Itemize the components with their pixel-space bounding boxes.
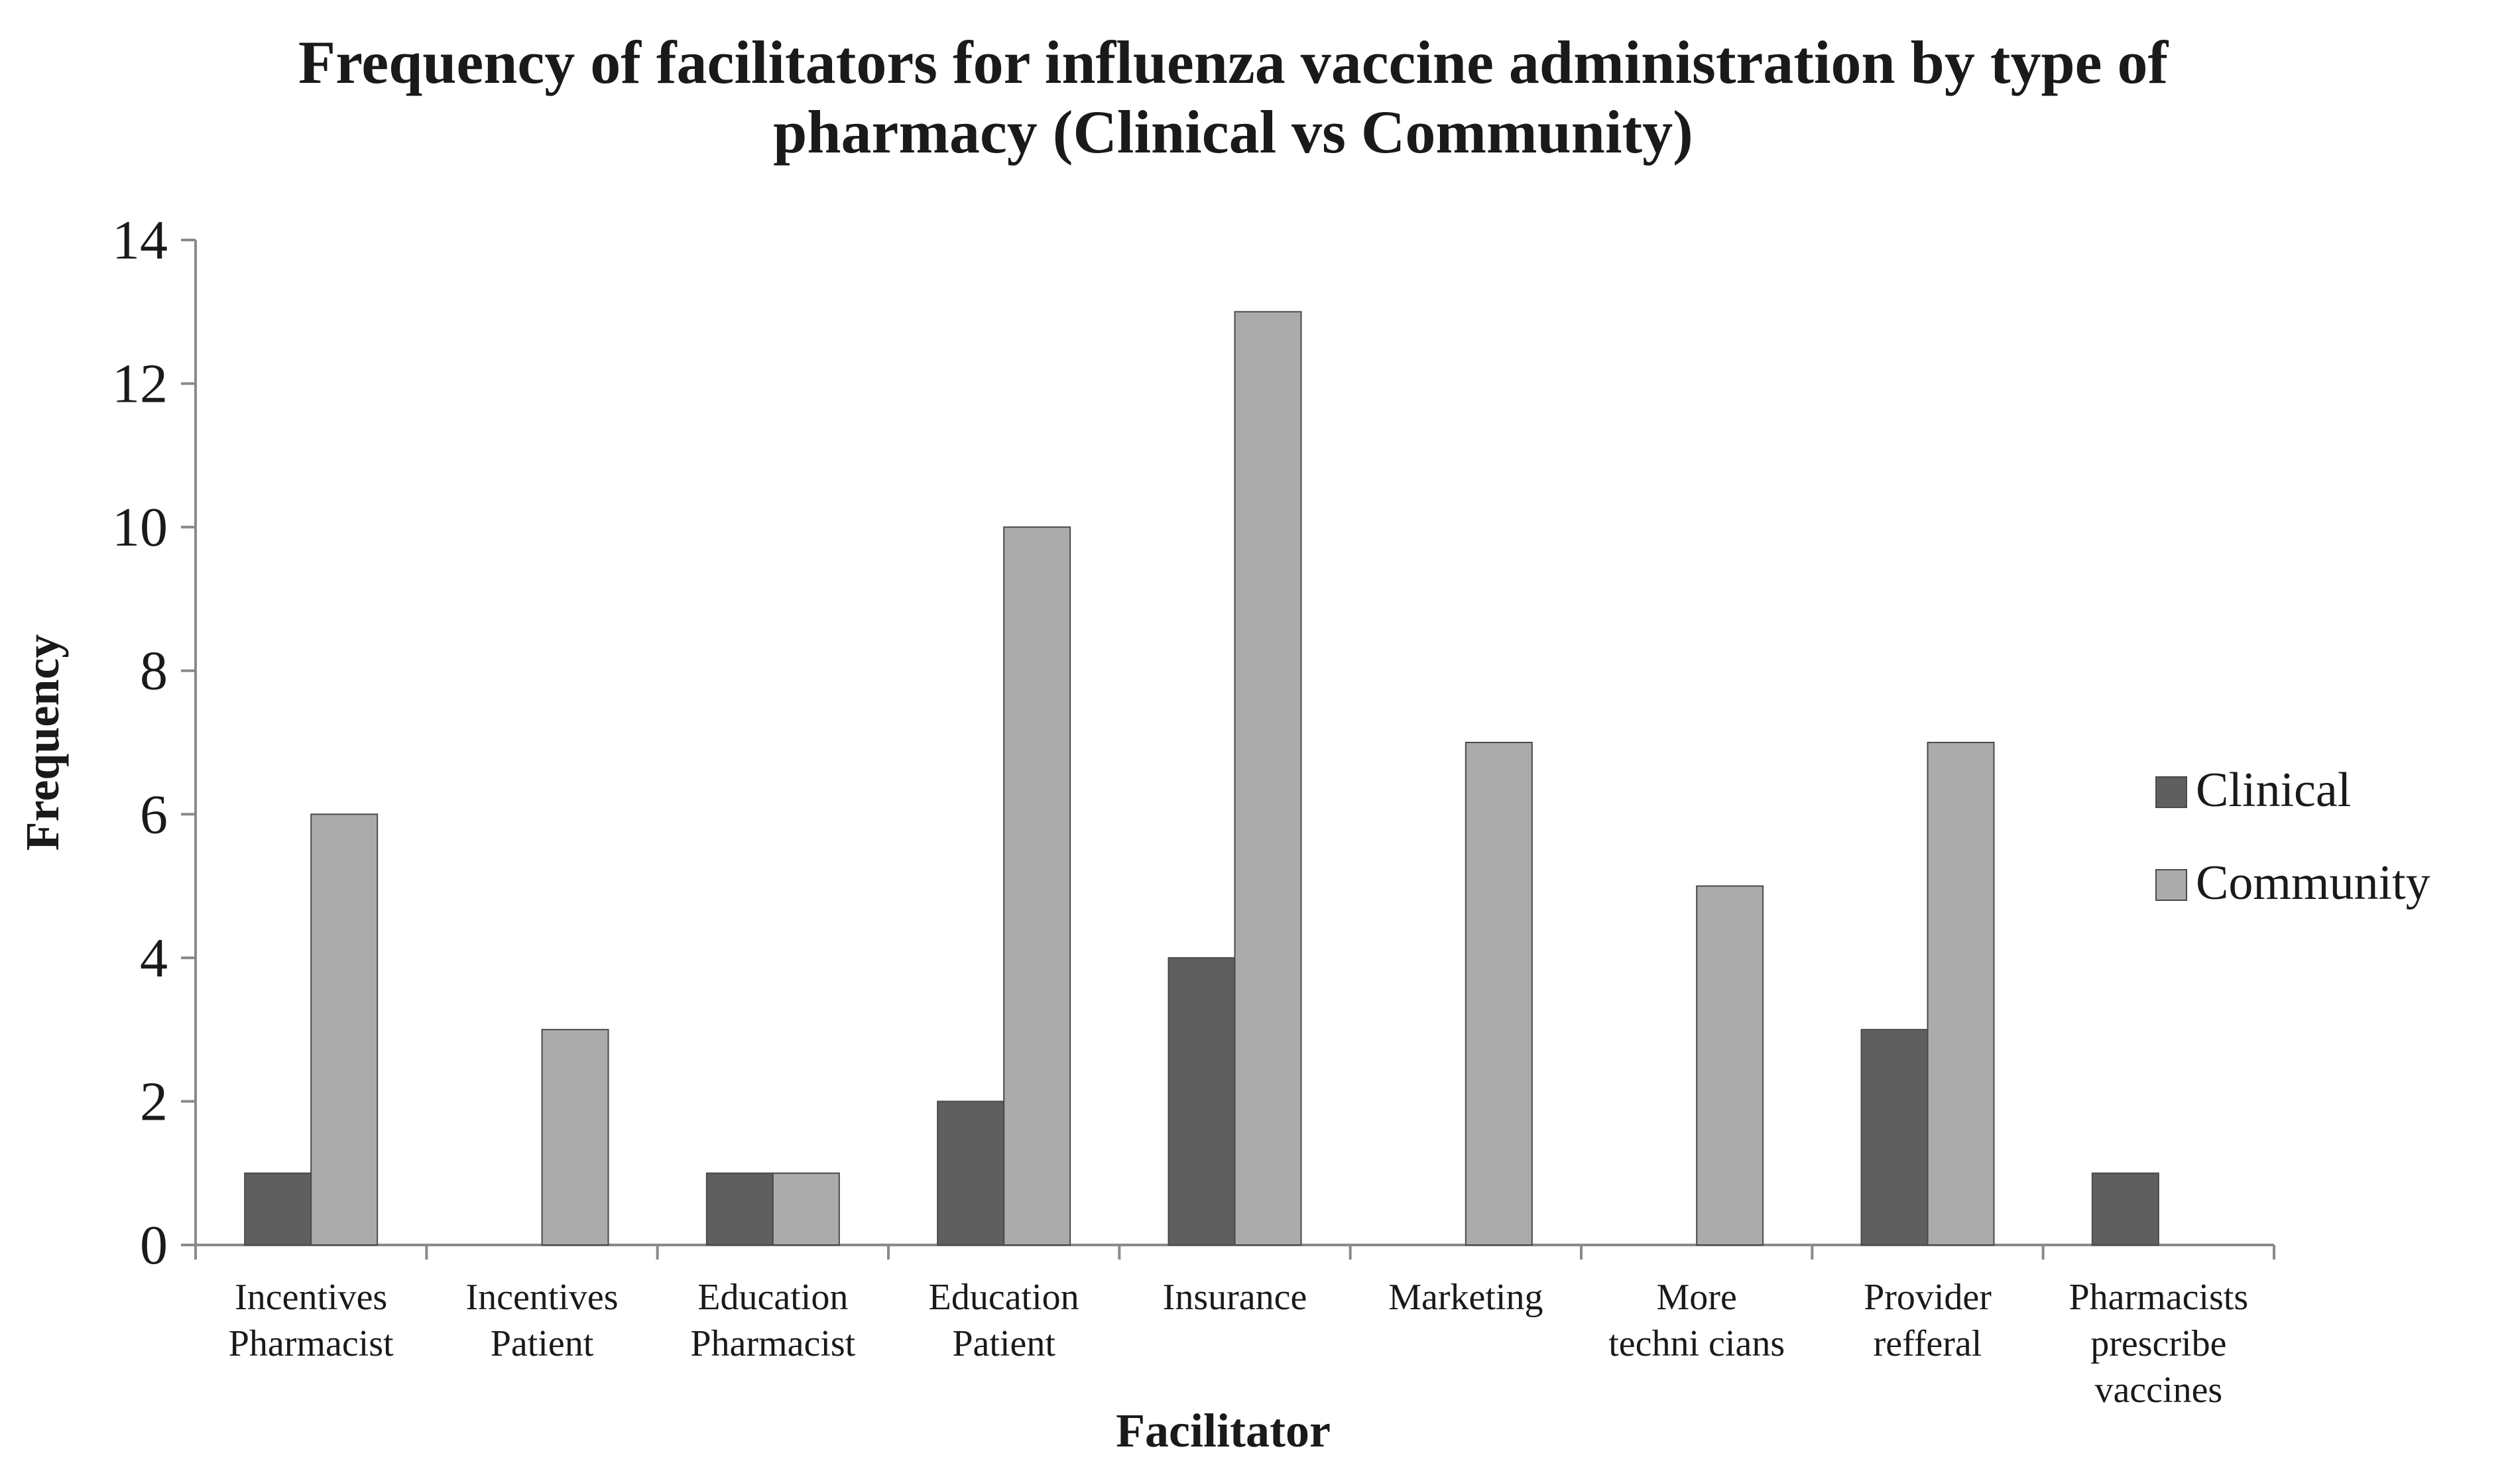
y-tick-label: 6 [140, 784, 168, 845]
bar-community-0 [310, 813, 379, 1246]
bar-community-7 [1927, 742, 1995, 1246]
y-tick-label: 12 [112, 353, 168, 415]
bar-clinical-0 [244, 1172, 312, 1246]
bar-clinical-8 [2091, 1172, 2159, 1246]
legend-label-clinical: Clinical [2196, 763, 2351, 817]
x-tick-label: Incentives [235, 1277, 387, 1318]
x-tick-label: Insurance [1163, 1277, 1307, 1318]
bar-community-1 [541, 1029, 609, 1246]
x-axis-title: Facilitator [1116, 1404, 1331, 1457]
x-axis: Incentives Pharmacist Incentives Patient Edu… [194, 1244, 2275, 1411]
y-axis: 0 2 4 6 8 10 12 14 [112, 209, 197, 1276]
x-tick-label: Incentives [465, 1277, 618, 1318]
x-tick-label: More [1657, 1277, 1737, 1318]
y-axis-title: Frequency [16, 634, 69, 851]
bar-community-5 [1465, 742, 1533, 1246]
bar-clinical-4 [1168, 957, 1236, 1246]
x-tick-label: Marketing [1388, 1277, 1543, 1318]
x-tick-label: Pharmacist [690, 1323, 855, 1364]
x-tick-label: Provider [1864, 1277, 1992, 1318]
x-tick-label: Patient [952, 1323, 1055, 1364]
legend-label-community: Community [2196, 856, 2430, 910]
x-tick-label: Education [929, 1277, 1079, 1318]
y-tick-label: 10 [112, 497, 168, 558]
bar-clinical-3 [937, 1100, 1005, 1246]
y-tick-label: 14 [112, 209, 168, 271]
x-tick-label: prescribe [2090, 1323, 2226, 1364]
x-tick-label: Pharmacist [229, 1323, 394, 1364]
bar-community-3 [1003, 526, 1071, 1246]
bar-clinical-2 [705, 1172, 774, 1246]
y-tick-label: 0 [140, 1214, 168, 1276]
x-tick-label: Pharmacists [2069, 1277, 2249, 1318]
bar-community-4 [1234, 311, 1302, 1246]
y-tick-label: 2 [140, 1071, 168, 1132]
x-tick-label: Education [697, 1277, 848, 1318]
chart-title: Frequency of facilitators for influenza … [298, 29, 2169, 166]
bars [244, 311, 2159, 1246]
legend-swatch-community [2155, 869, 2187, 901]
chart-title-line-1: Frequency of facilitators for influenza … [298, 29, 2169, 96]
x-tick-label: vaccines [2094, 1370, 2222, 1411]
legend: Clinical Community [2155, 763, 2430, 910]
x-tick-label: techni cians [1608, 1323, 1785, 1364]
bar-community-2 [772, 1172, 840, 1246]
x-tick-label: Patient [491, 1323, 594, 1364]
chart-title-line-2: pharmacy (Clinical vs Community) [773, 98, 1693, 166]
y-tick-label: 8 [140, 640, 168, 702]
y-tick-label: 4 [140, 927, 168, 989]
bar-community-6 [1696, 885, 1764, 1246]
legend-swatch-clinical [2155, 776, 2187, 808]
bar-clinical-7 [1860, 1029, 1929, 1246]
x-tick-label: refferal [1874, 1323, 1982, 1364]
